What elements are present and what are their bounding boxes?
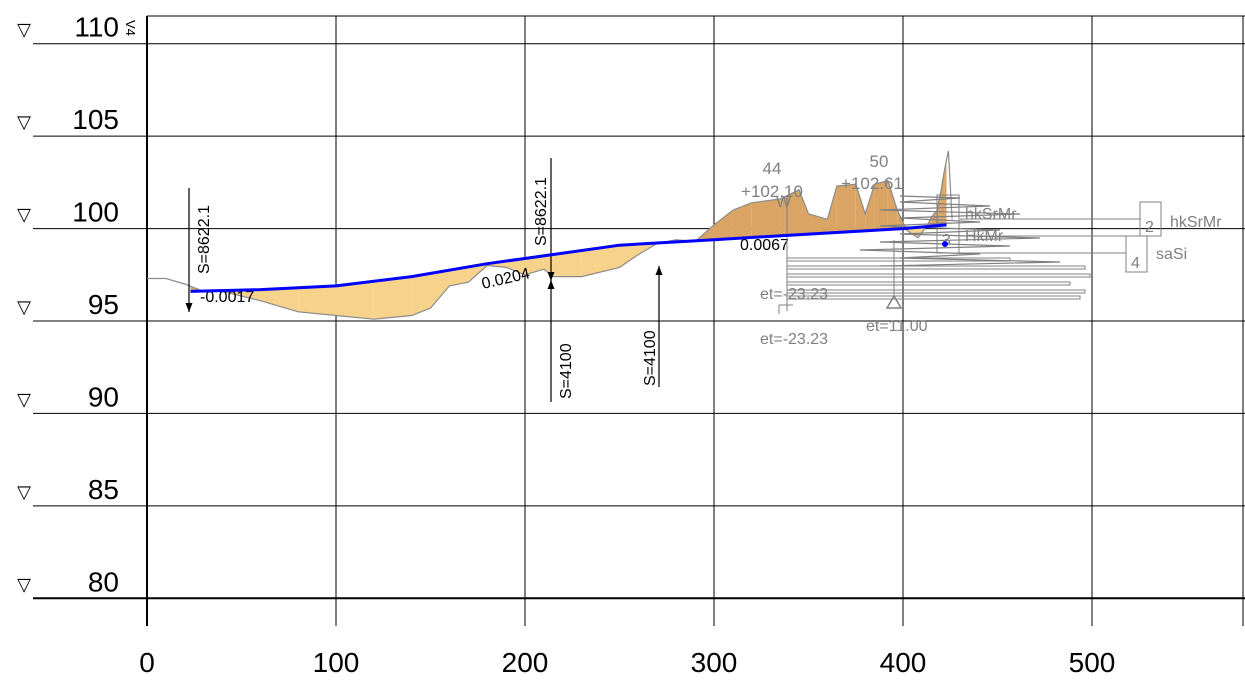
sounding-bar bbox=[786, 281, 1071, 286]
fill-area bbox=[581, 245, 620, 277]
cut-area bbox=[897, 210, 903, 229]
et-label: et=-23.23 bbox=[760, 331, 828, 348]
slope-label: -0.0017 bbox=[200, 289, 254, 306]
y-level-marker: ▽ bbox=[17, 574, 31, 594]
fill-area bbox=[449, 266, 469, 286]
cpt-trace bbox=[859, 195, 1061, 267]
cut-area bbox=[931, 210, 937, 227]
cut-area bbox=[751, 199, 781, 238]
slope-label: 0.0067 bbox=[740, 237, 789, 254]
w-label: W bbox=[776, 194, 792, 211]
y-level-marker: ▽ bbox=[17, 112, 31, 132]
x-tick-label: 400 bbox=[880, 647, 927, 678]
sounding-bar bbox=[786, 273, 1091, 278]
y-level-marker: ▽ bbox=[17, 482, 31, 502]
legend-box bbox=[1139, 201, 1162, 237]
s-label: S=4100 bbox=[558, 343, 575, 399]
fill-area bbox=[506, 258, 525, 275]
design-line-layer bbox=[190, 223, 948, 293]
y-level-marker: ▽ bbox=[17, 205, 31, 225]
cut-area bbox=[714, 210, 733, 240]
cut-area bbox=[732, 202, 752, 239]
layer-number: 3 bbox=[942, 232, 951, 249]
s-marker-line-head bbox=[547, 280, 555, 289]
cut-area bbox=[944, 160, 947, 225]
fill-area bbox=[373, 276, 412, 320]
station-number: 44 bbox=[763, 159, 782, 178]
cut-area bbox=[780, 189, 799, 236]
design-line-end-point bbox=[942, 241, 948, 247]
fill-area bbox=[430, 270, 450, 309]
legend-box bbox=[1125, 235, 1148, 273]
cut-area bbox=[836, 184, 856, 233]
axis-label-layer: 0 100 200 300 400 500 ▽ 80 ▽ 85 ▽ 90 ▽ 95 ▽ 100 ▽ 105 ▽ 110… bbox=[17, 12, 1115, 678]
fill-area bbox=[298, 285, 336, 316]
x-tick-label: 100 bbox=[313, 647, 360, 678]
fill-area bbox=[260, 287, 299, 312]
cut-area bbox=[827, 186, 837, 233]
sounding-bar bbox=[786, 295, 1081, 300]
y-level-marker: ▽ bbox=[17, 20, 31, 40]
sounding-bar bbox=[786, 257, 1011, 262]
fill-area bbox=[411, 273, 431, 316]
et-label: et=11.00 bbox=[866, 318, 928, 335]
layer-label: hkSrMr bbox=[965, 206, 1017, 223]
y-tick-label: 100 bbox=[72, 197, 119, 228]
y-tick-label: 90 bbox=[88, 381, 119, 412]
slope-label: 0.0204 bbox=[480, 265, 532, 293]
station-elevation: +102.61 bbox=[841, 174, 903, 193]
y-level-marker: ▽ bbox=[17, 389, 31, 409]
legend-number: 4 bbox=[1131, 255, 1140, 272]
s-label: S=8622.1 bbox=[533, 177, 550, 246]
y-level-marker: ▽ bbox=[17, 297, 31, 317]
station-number: 50 bbox=[870, 152, 889, 171]
cut-area bbox=[865, 184, 875, 231]
cut-area bbox=[855, 184, 866, 232]
fill-area bbox=[336, 281, 374, 320]
y-tick-label: 95 bbox=[88, 289, 119, 320]
fill-area bbox=[553, 250, 582, 277]
cut-area bbox=[874, 180, 888, 231]
borehole-column bbox=[936, 194, 960, 254]
s-marker-line-head bbox=[547, 272, 555, 281]
y-tick-label: 105 bbox=[72, 104, 119, 135]
survey-marker bbox=[885, 294, 903, 309]
legend-label: saSi bbox=[1156, 246, 1187, 263]
annotation-layer: -0.0017 0.0204 0.0067 S=8622.1 S=8622.1 S=410… bbox=[185, 152, 1222, 402]
x-tick-label: 200 bbox=[502, 647, 549, 678]
fill-area bbox=[906, 227, 919, 238]
x-tick-label: 0 bbox=[139, 647, 155, 678]
legend-number: 2 bbox=[1145, 219, 1154, 236]
y-tick-label: 80 bbox=[88, 566, 119, 597]
legend-label: hkSrMr bbox=[1170, 214, 1222, 231]
corner-label: V4 bbox=[123, 20, 138, 36]
y-tick-label: 110 bbox=[74, 12, 119, 43]
cut-area bbox=[887, 180, 898, 230]
s-marker-line-head bbox=[185, 303, 193, 312]
s-label: S=8622.1 bbox=[196, 205, 213, 274]
sounding-bar bbox=[786, 289, 1086, 294]
s-marker-line-head bbox=[655, 266, 663, 275]
fill-area bbox=[619, 244, 639, 268]
sounding-bar bbox=[786, 265, 1086, 270]
y-tick-label: 85 bbox=[88, 474, 119, 505]
s-label: S=4100 bbox=[642, 330, 659, 386]
grid-layer bbox=[33, 15, 1245, 626]
station-elevation: +102.10 bbox=[741, 182, 803, 201]
cut-area bbox=[799, 189, 809, 235]
design-gradient-line bbox=[190, 223, 947, 293]
cut-area bbox=[808, 213, 828, 235]
x-tick-label: 300 bbox=[691, 647, 738, 678]
x-tick-label: 500 bbox=[1069, 647, 1116, 678]
et-label: et=-23.23 bbox=[760, 286, 828, 303]
